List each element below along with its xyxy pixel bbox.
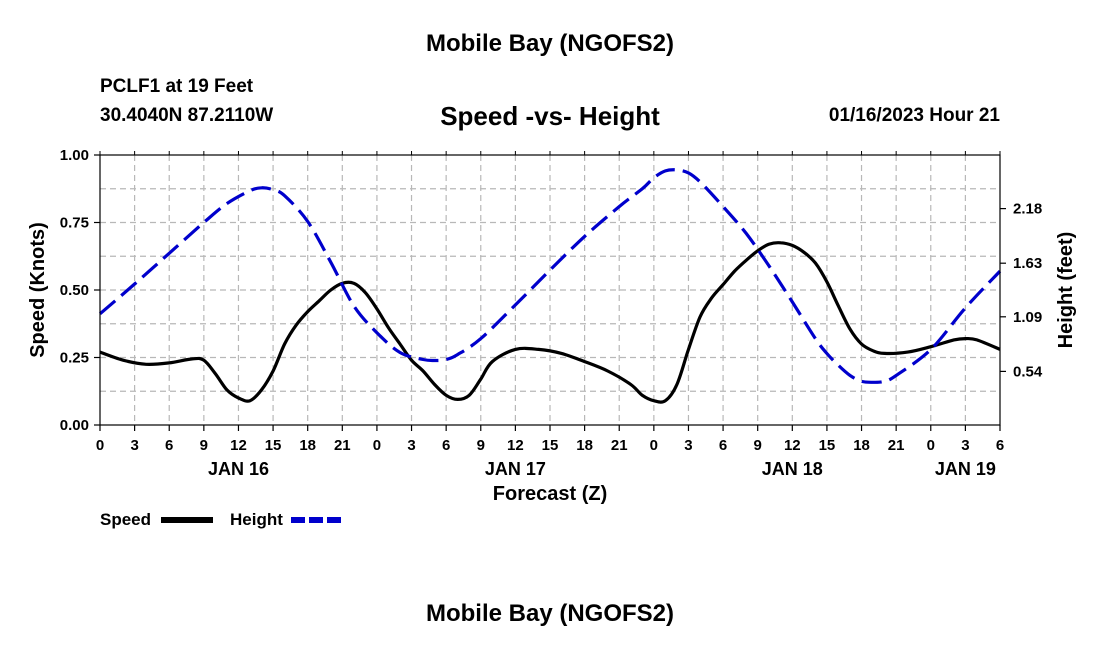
height-series-line	[98, 168, 1002, 384]
x-tick-label: 21	[334, 437, 351, 454]
x-tick-label: 9	[754, 437, 762, 454]
y2-tick-label: 1.09	[1013, 309, 1042, 326]
station-name: PCLF1 at 19 Feet	[100, 76, 254, 97]
x-tick-label: 0	[650, 437, 658, 454]
x-tick-label: 12	[230, 437, 247, 454]
x-tick-label: 9	[477, 437, 485, 454]
x-tick-label: 15	[819, 437, 836, 454]
x-tick-label: 15	[542, 437, 559, 454]
y-tick-label: 0.75	[60, 215, 89, 232]
y2-tick-label: 0.54	[1013, 363, 1043, 380]
y2-tick-label: 2.18	[1013, 201, 1042, 218]
x-tick-label: 3	[130, 437, 138, 454]
x-tick-label: 12	[784, 437, 801, 454]
x-tick-label: 12	[507, 437, 524, 454]
x-tick-label: 21	[888, 437, 905, 454]
date-label: JAN 19	[935, 459, 996, 479]
y-tick-label: 1.00	[60, 147, 89, 164]
y-tick-label: 0.50	[60, 282, 89, 299]
date-label: JAN 16	[208, 459, 269, 479]
y-tick-label: 0.25	[60, 350, 89, 367]
y-tick-label: 0.00	[60, 417, 89, 434]
legend-speed-label: Speed	[100, 510, 151, 529]
forecast-timestamp: 01/16/2023 Hour 21	[828, 105, 1000, 126]
x-tick-label: 15	[265, 437, 282, 454]
x-tick-label: 6	[996, 437, 1004, 454]
footer-title: Mobile Bay (NGOFS2)	[425, 600, 675, 627]
x-tick-label: 6	[719, 437, 727, 454]
x-tick-label: 6	[442, 437, 450, 454]
x-tick-label: 0	[96, 437, 104, 454]
x-tick-label: 0	[927, 437, 935, 454]
chart-subtitle: Speed -vs- Height	[440, 101, 660, 131]
x-axis-title: Forecast (Z)	[493, 483, 607, 505]
x-tick-label: 0	[373, 437, 381, 454]
x-tick-label: 6	[165, 437, 173, 454]
speed-series-line	[99, 241, 1001, 404]
y2-tick-label: 1.63	[1013, 255, 1042, 272]
station-coordinates: 30.4040N 87.2110W	[100, 105, 274, 126]
x-tick-label: 18	[576, 437, 593, 454]
x-tick-label: 18	[853, 437, 870, 454]
x-tick-label: 9	[200, 437, 208, 454]
x-tick-label: 3	[684, 437, 692, 454]
x-tick-label: 18	[299, 437, 316, 454]
x-tick-label: 21	[611, 437, 628, 454]
y2-axis-title: Height (feet)	[1055, 232, 1077, 349]
date-label: JAN 17	[485, 459, 546, 479]
x-tick-label: 3	[407, 437, 415, 454]
x-tick-label: 3	[961, 437, 969, 454]
y-axis-title: Speed (Knots)	[27, 222, 49, 358]
date-label: JAN 18	[762, 459, 823, 479]
chart-main-title: Mobile Bay (NGOFS2)	[425, 30, 675, 57]
legend-height-label: Height	[230, 510, 283, 529]
